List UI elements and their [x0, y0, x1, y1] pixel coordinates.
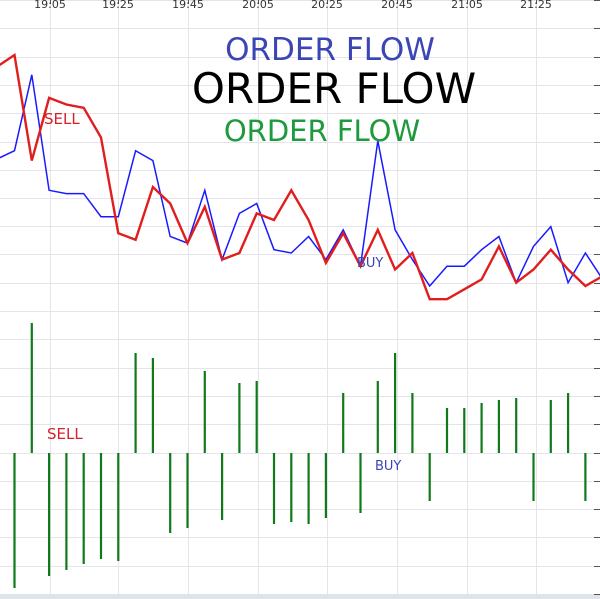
- x-tick-label: 20:45: [381, 0, 413, 11]
- title-green: ORDER FLOW: [224, 114, 420, 148]
- x-tick-label: 21:25: [520, 0, 552, 11]
- x-tick-label: 19:05: [34, 0, 66, 11]
- x-tick-label: 21:05: [451, 0, 483, 11]
- x-axis-ticks: 19:05 19:25 19:45 20:05 20:25 20:45 21:05 21:25: [34, 0, 552, 11]
- right-axis-ticks: [594, 0, 600, 595]
- price-lines: [0, 52, 600, 301]
- sell-label-upper: SELL: [44, 110, 80, 128]
- bottom-scrollbar: [0, 594, 600, 599]
- buy-label-upper: BUY: [357, 256, 383, 271]
- title-black: ORDER FLOW: [192, 64, 476, 113]
- x-tick-label: 19:45: [172, 0, 204, 11]
- x-tick-label: 20:25: [311, 0, 343, 11]
- series-line-red: [0, 52, 600, 301]
- title-blue: ORDER FLOW: [225, 32, 435, 68]
- x-tick-label: 20:05: [242, 0, 274, 11]
- x-tick-label: 19:25: [102, 0, 134, 11]
- buy-label-lower: BUY: [375, 459, 401, 474]
- volume-bars: [13, 323, 587, 588]
- sell-label-lower: SELL: [47, 425, 83, 443]
